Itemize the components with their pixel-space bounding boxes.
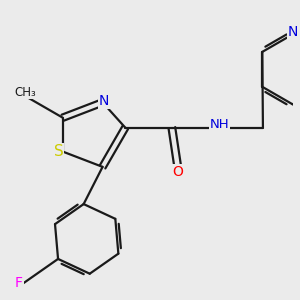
Text: N: N bbox=[287, 25, 298, 39]
Text: NH: NH bbox=[210, 118, 229, 131]
Text: CH₃: CH₃ bbox=[14, 86, 36, 99]
Text: O: O bbox=[172, 165, 183, 178]
Text: S: S bbox=[54, 144, 63, 159]
Text: F: F bbox=[15, 276, 23, 290]
Text: N: N bbox=[98, 94, 109, 108]
